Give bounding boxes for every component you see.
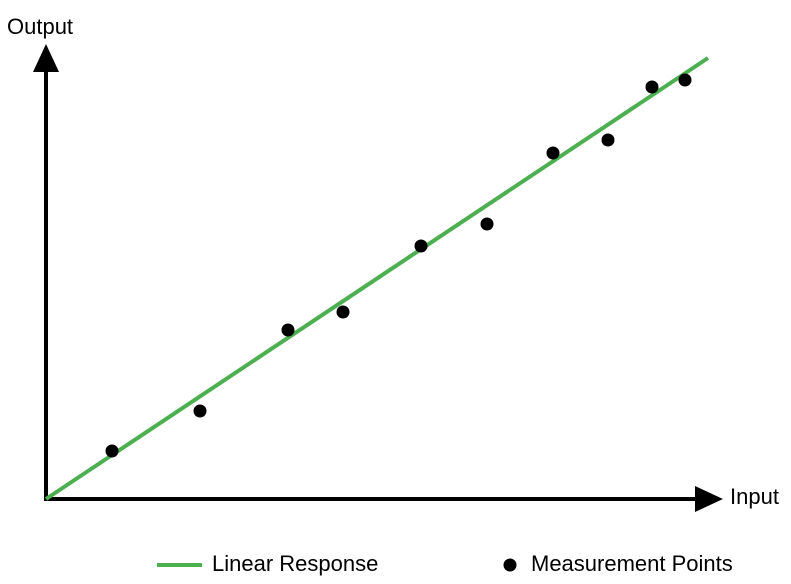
legend-point-swatch [503,558,517,572]
linear-response-line [44,56,710,501]
legend-line-label: Linear Response [212,551,378,576]
point [105,444,119,458]
legend-points-label: Measurement Points [531,551,733,576]
point [480,217,494,231]
x-axis-arrow [695,486,723,512]
point [645,80,659,94]
legend: Linear Response Measurement Points [157,551,733,576]
point [336,305,350,319]
point [678,73,692,87]
y-axis-arrow [33,44,59,72]
point [281,323,295,337]
measurement-points [105,73,692,458]
point [193,404,207,418]
point [414,239,428,253]
x-axis-label: Input [730,484,779,509]
point [601,133,615,147]
point [546,146,560,160]
y-axis-label: Output [7,14,73,39]
